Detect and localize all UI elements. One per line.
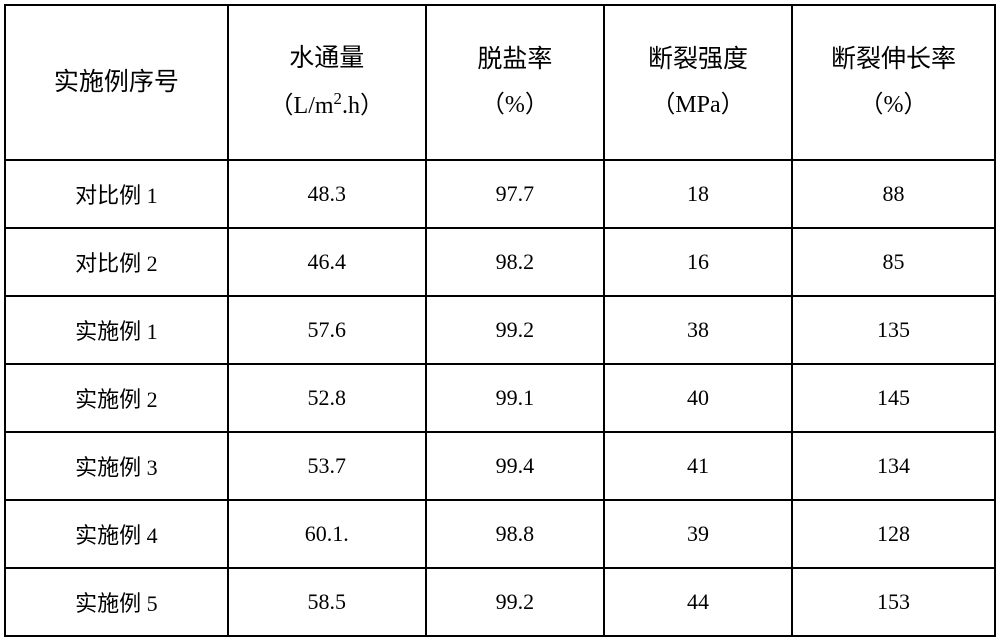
cell-value: 52.8 xyxy=(228,364,426,432)
cell-value: 85 xyxy=(792,228,995,296)
cell-value: 38 xyxy=(604,296,792,364)
header-cell-elongation: 断裂伸长率 （%） xyxy=(792,5,995,160)
header-main-4: 断裂伸长率 xyxy=(797,36,990,84)
header-cell-salt-rejection: 脱盐率 （%） xyxy=(426,5,604,160)
header-row: 实施例序号 水通量 （L/m2.h） 脱盐率 （%） 断裂强度 （MPa） 断裂… xyxy=(5,5,995,160)
cell-label: 实施例 5 xyxy=(5,568,228,636)
cell-value: 99.1 xyxy=(426,364,604,432)
cell-value: 48.3 xyxy=(228,160,426,228)
header-main-2: 脱盐率 xyxy=(431,36,599,84)
table-header: 实施例序号 水通量 （L/m2.h） 脱盐率 （%） 断裂强度 （MPa） 断裂… xyxy=(5,5,995,160)
cell-value: 134 xyxy=(792,432,995,500)
cell-value: 39 xyxy=(604,500,792,568)
cell-value: 40 xyxy=(604,364,792,432)
cell-label: 对比例 1 xyxy=(5,160,228,228)
header-sub-4: （%） xyxy=(797,83,990,129)
header-cell-water-flux: 水通量 （L/m2.h） xyxy=(228,5,426,160)
table-row: 实施例 5 58.5 99.2 44 153 xyxy=(5,568,995,636)
cell-value: 99.2 xyxy=(426,568,604,636)
header-sub-1: （L/m2.h） xyxy=(233,83,421,130)
table-row: 实施例 2 52.8 99.1 40 145 xyxy=(5,364,995,432)
cell-label: 实施例 1 xyxy=(5,296,228,364)
data-table-container: 实施例序号 水通量 （L/m2.h） 脱盐率 （%） 断裂强度 （MPa） 断裂… xyxy=(4,4,996,637)
table-row: 对比例 1 48.3 97.7 18 88 xyxy=(5,160,995,228)
cell-label: 实施例 3 xyxy=(5,432,228,500)
cell-value: 58.5 xyxy=(228,568,426,636)
header-main-0: 实施例序号 xyxy=(10,59,223,107)
cell-label: 对比例 2 xyxy=(5,228,228,296)
table-row: 对比例 2 46.4 98.2 16 85 xyxy=(5,228,995,296)
cell-value: 57.6 xyxy=(228,296,426,364)
cell-value: 53.7 xyxy=(228,432,426,500)
header-cell-example-no: 实施例序号 xyxy=(5,5,228,160)
cell-value: 97.7 xyxy=(426,160,604,228)
table-row: 实施例 3 53.7 99.4 41 134 xyxy=(5,432,995,500)
header-sub-2: （%） xyxy=(431,83,599,129)
header-main-1: 水通量 xyxy=(233,35,421,83)
table-row: 实施例 4 60.1. 98.8 39 128 xyxy=(5,500,995,568)
cell-value: 145 xyxy=(792,364,995,432)
cell-value: 98.2 xyxy=(426,228,604,296)
cell-value: 99.2 xyxy=(426,296,604,364)
cell-value: 99.4 xyxy=(426,432,604,500)
cell-value: 60.1. xyxy=(228,500,426,568)
data-table: 实施例序号 水通量 （L/m2.h） 脱盐率 （%） 断裂强度 （MPa） 断裂… xyxy=(4,4,996,637)
cell-value: 44 xyxy=(604,568,792,636)
cell-value: 41 xyxy=(604,432,792,500)
table-body: 对比例 1 48.3 97.7 18 88 对比例 2 46.4 98.2 16… xyxy=(5,160,995,636)
cell-value: 16 xyxy=(604,228,792,296)
table-row: 实施例 1 57.6 99.2 38 135 xyxy=(5,296,995,364)
cell-value: 46.4 xyxy=(228,228,426,296)
cell-value: 128 xyxy=(792,500,995,568)
header-sub-3: （MPa） xyxy=(609,83,787,129)
cell-label: 实施例 2 xyxy=(5,364,228,432)
cell-value: 98.8 xyxy=(426,500,604,568)
cell-label: 实施例 4 xyxy=(5,500,228,568)
cell-value: 88 xyxy=(792,160,995,228)
cell-value: 135 xyxy=(792,296,995,364)
cell-value: 153 xyxy=(792,568,995,636)
header-cell-breaking-strength: 断裂强度 （MPa） xyxy=(604,5,792,160)
cell-value: 18 xyxy=(604,160,792,228)
header-main-3: 断裂强度 xyxy=(609,36,787,84)
